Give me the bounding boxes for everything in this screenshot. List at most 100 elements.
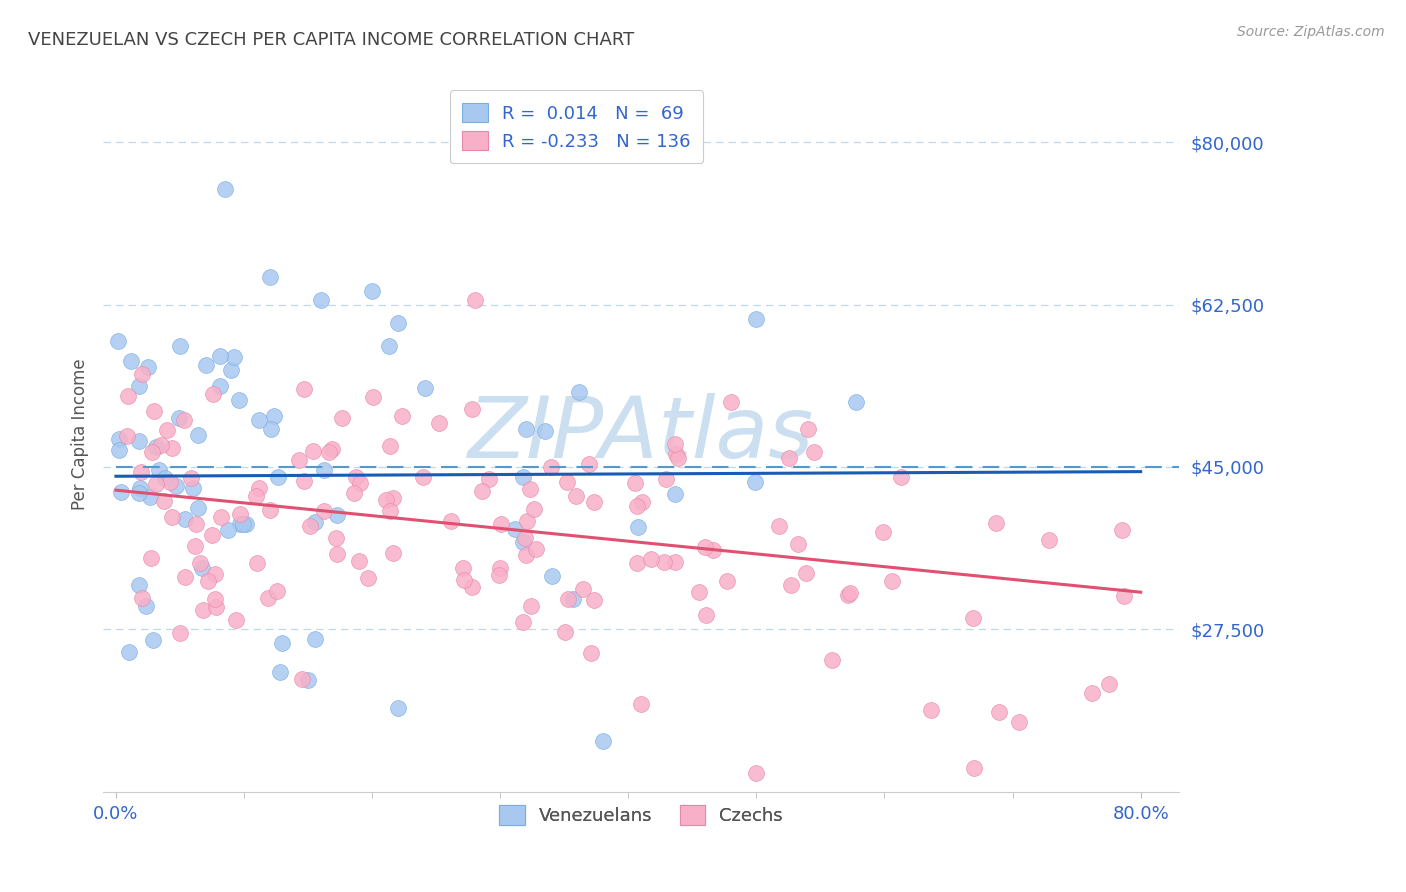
Point [786,537,808,551]
Point [266,469,288,483]
Point [361,390,384,404]
Point [654,555,676,569]
Point [139,550,162,565]
Point [555,475,578,490]
Point [247,481,270,495]
Point [1038,533,1060,547]
Point [503,522,526,536]
Point [378,439,401,453]
Point [540,460,562,475]
Y-axis label: Per Capita Income: Per Capita Income [72,359,89,510]
Text: Source: ZipAtlas.com: Source: ZipAtlas.com [1237,25,1385,39]
Point [301,443,323,458]
Point [256,591,278,606]
Point [796,566,818,580]
Point [194,358,217,372]
Point [128,434,150,449]
Point [214,182,236,196]
Point [260,422,283,436]
Point [235,517,257,532]
Point [304,515,326,529]
Point [228,393,250,408]
Point [330,411,353,425]
Point [174,570,197,584]
Point [184,517,207,532]
Point [453,573,475,587]
Point [349,475,371,490]
Point [141,444,163,458]
Point [197,574,219,589]
Point [314,462,336,476]
Point [524,542,547,557]
Point [145,441,167,455]
Point [266,584,288,599]
Point [326,508,349,522]
Point [297,673,319,688]
Point [413,381,436,395]
Point [110,484,132,499]
Point [326,547,349,561]
Point [187,501,209,516]
Point [108,433,131,447]
Point [568,384,591,399]
Point [984,516,1007,530]
Point [821,653,844,667]
Point [200,527,222,541]
Point [1007,714,1029,729]
Point [702,542,724,557]
Point [229,516,252,531]
Point [224,351,246,365]
Point [579,647,602,661]
Point [688,584,710,599]
Point [380,503,402,517]
Point [108,442,131,457]
Point [693,540,716,554]
Point [245,557,267,571]
Point [347,554,370,568]
Point [271,636,294,650]
Point [118,645,141,659]
Point [139,491,162,505]
Point [427,417,450,431]
Point [391,409,413,424]
Point [488,561,510,575]
Point [920,703,942,717]
Point [987,705,1010,719]
Point [169,339,191,353]
Point [381,491,404,505]
Point [519,482,541,496]
Legend: Venezuelans, Czechs: Venezuelans, Czechs [488,795,794,836]
Point [149,438,172,452]
Point [478,472,501,486]
Point [188,556,211,570]
Point [412,470,434,484]
Point [136,360,159,375]
Point [247,412,270,426]
Point [129,465,152,479]
Point [209,349,232,363]
Point [209,509,232,524]
Point [129,482,152,496]
Point [318,444,340,458]
Point [515,422,537,436]
Point [512,534,534,549]
Point [640,551,662,566]
Point [143,404,166,418]
Point [471,483,494,498]
Point [304,632,326,647]
Point [344,469,367,483]
Point [557,591,579,606]
Point [838,586,860,600]
Point [890,470,912,484]
Text: VENEZUELAN VS CZECH PER CAPITA INCOME CORRELATION CHART: VENEZUELAN VS CZECH PER CAPITA INCOME CO… [28,31,634,49]
Point [520,599,543,614]
Point [837,588,859,602]
Point [117,388,139,402]
Point [512,470,534,484]
Point [534,424,557,438]
Point [962,611,984,625]
Point [464,293,486,307]
Point [180,471,202,485]
Point [298,518,321,533]
Point [460,401,482,416]
